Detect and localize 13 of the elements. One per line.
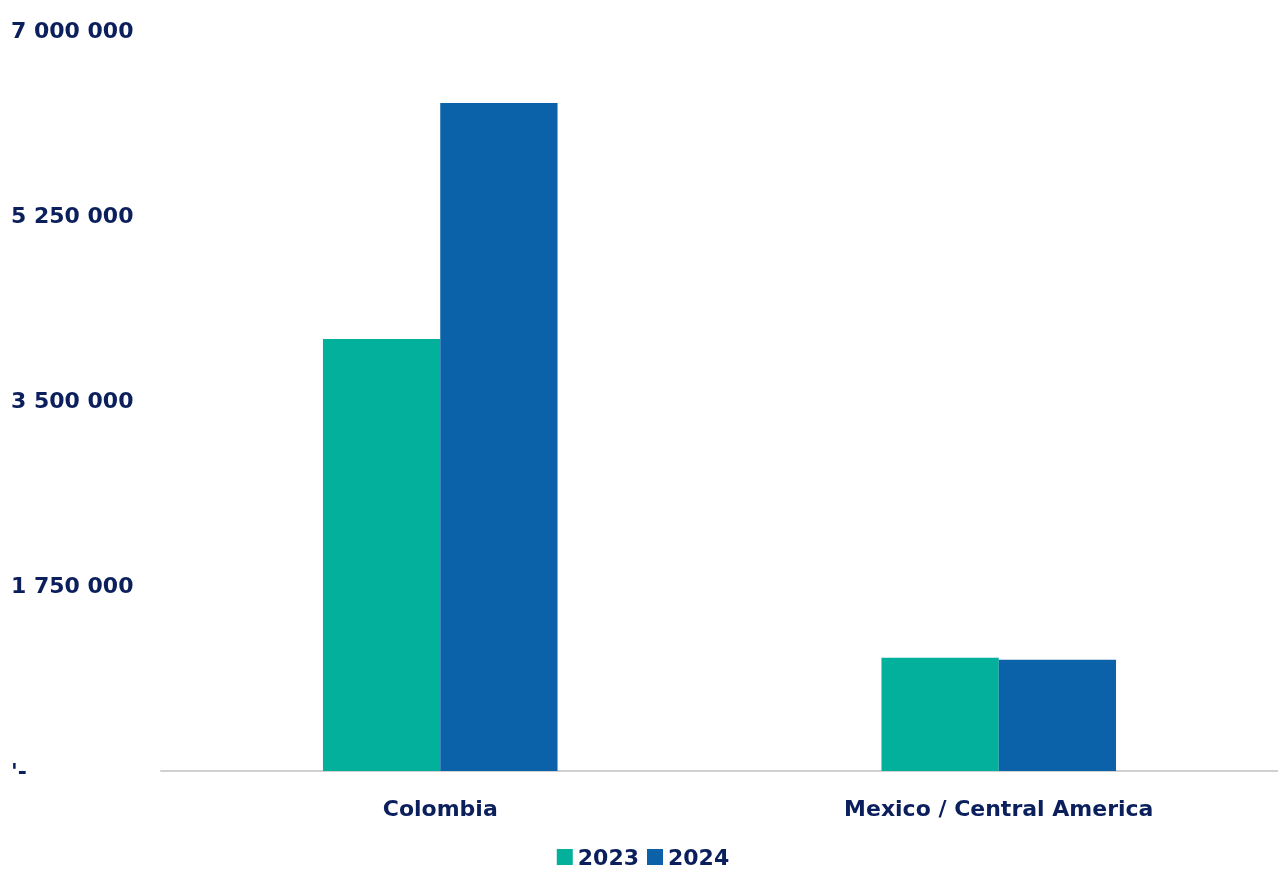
y-tick-label: 7 000 000 [11, 17, 134, 43]
y-tick-label: 1 750 000 [11, 573, 134, 599]
x-tick-label: Colombia [382, 795, 498, 821]
x-tick-label: Mexico / Central America [844, 795, 1154, 821]
bar [440, 103, 558, 771]
bar [998, 659, 1117, 771]
bar [322, 339, 441, 771]
y-tick-label: 5 250 000 [11, 202, 134, 228]
bar [881, 657, 999, 771]
y-tick-label: 3 500 000 [11, 388, 134, 413]
legend-label: 2024 [668, 844, 730, 870]
y-tick-label: '- [11, 758, 27, 784]
legend-label: 2023 [577, 844, 639, 870]
